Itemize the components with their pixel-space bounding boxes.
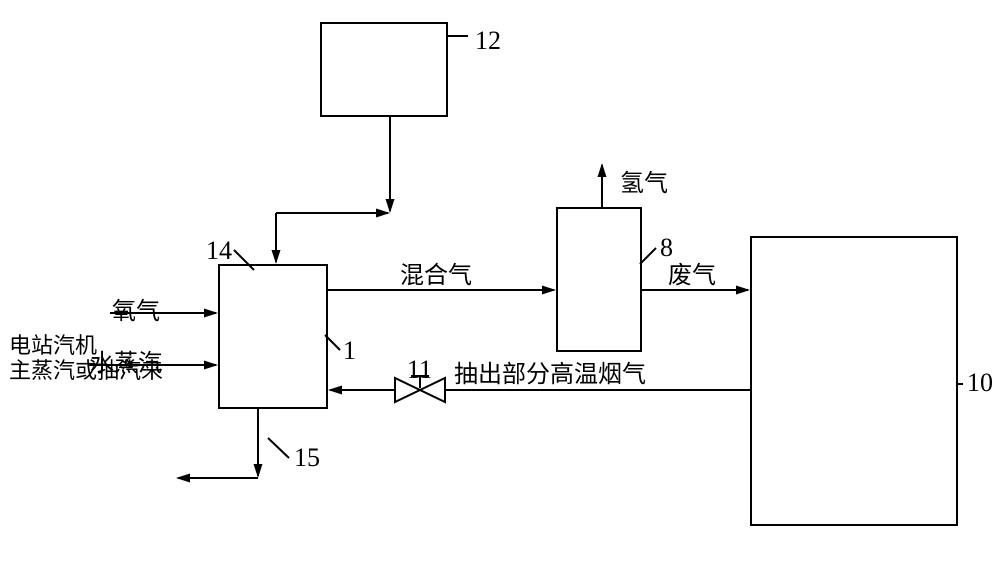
box-reactor-1 (218, 264, 328, 409)
label-mixture-gas: 混合气 (400, 264, 472, 288)
numeral-11: 11 (407, 357, 432, 383)
label-steam-source-line2: 主蒸汽或抽汽来 (9, 360, 163, 382)
numeral-1: 1 (343, 338, 356, 364)
label-oxygen: 氧气 (112, 300, 160, 324)
numeral-10: 10 (967, 370, 993, 396)
numeral-12: 12 (475, 28, 501, 54)
numeral-15: 15 (294, 445, 320, 471)
box-separator-8 (556, 207, 642, 352)
label-steam-source-line1: 电站汽机 (9, 335, 97, 357)
numeral-14: 14 (206, 238, 232, 264)
label-flue-gas-recirc: 抽出部分高温烟气 (454, 363, 646, 387)
box-boiler-10 (750, 236, 958, 526)
label-exhaust-gas: 废气 (668, 264, 716, 288)
box-12 (320, 22, 448, 117)
diagram-canvas: 12 14 1 15 8 10 11 氧气 水蒸汽 电站汽机 主蒸汽或抽汽来 氢… (0, 0, 1000, 586)
label-hydrogen: 氢气 (620, 172, 668, 196)
numeral-8: 8 (660, 235, 673, 261)
